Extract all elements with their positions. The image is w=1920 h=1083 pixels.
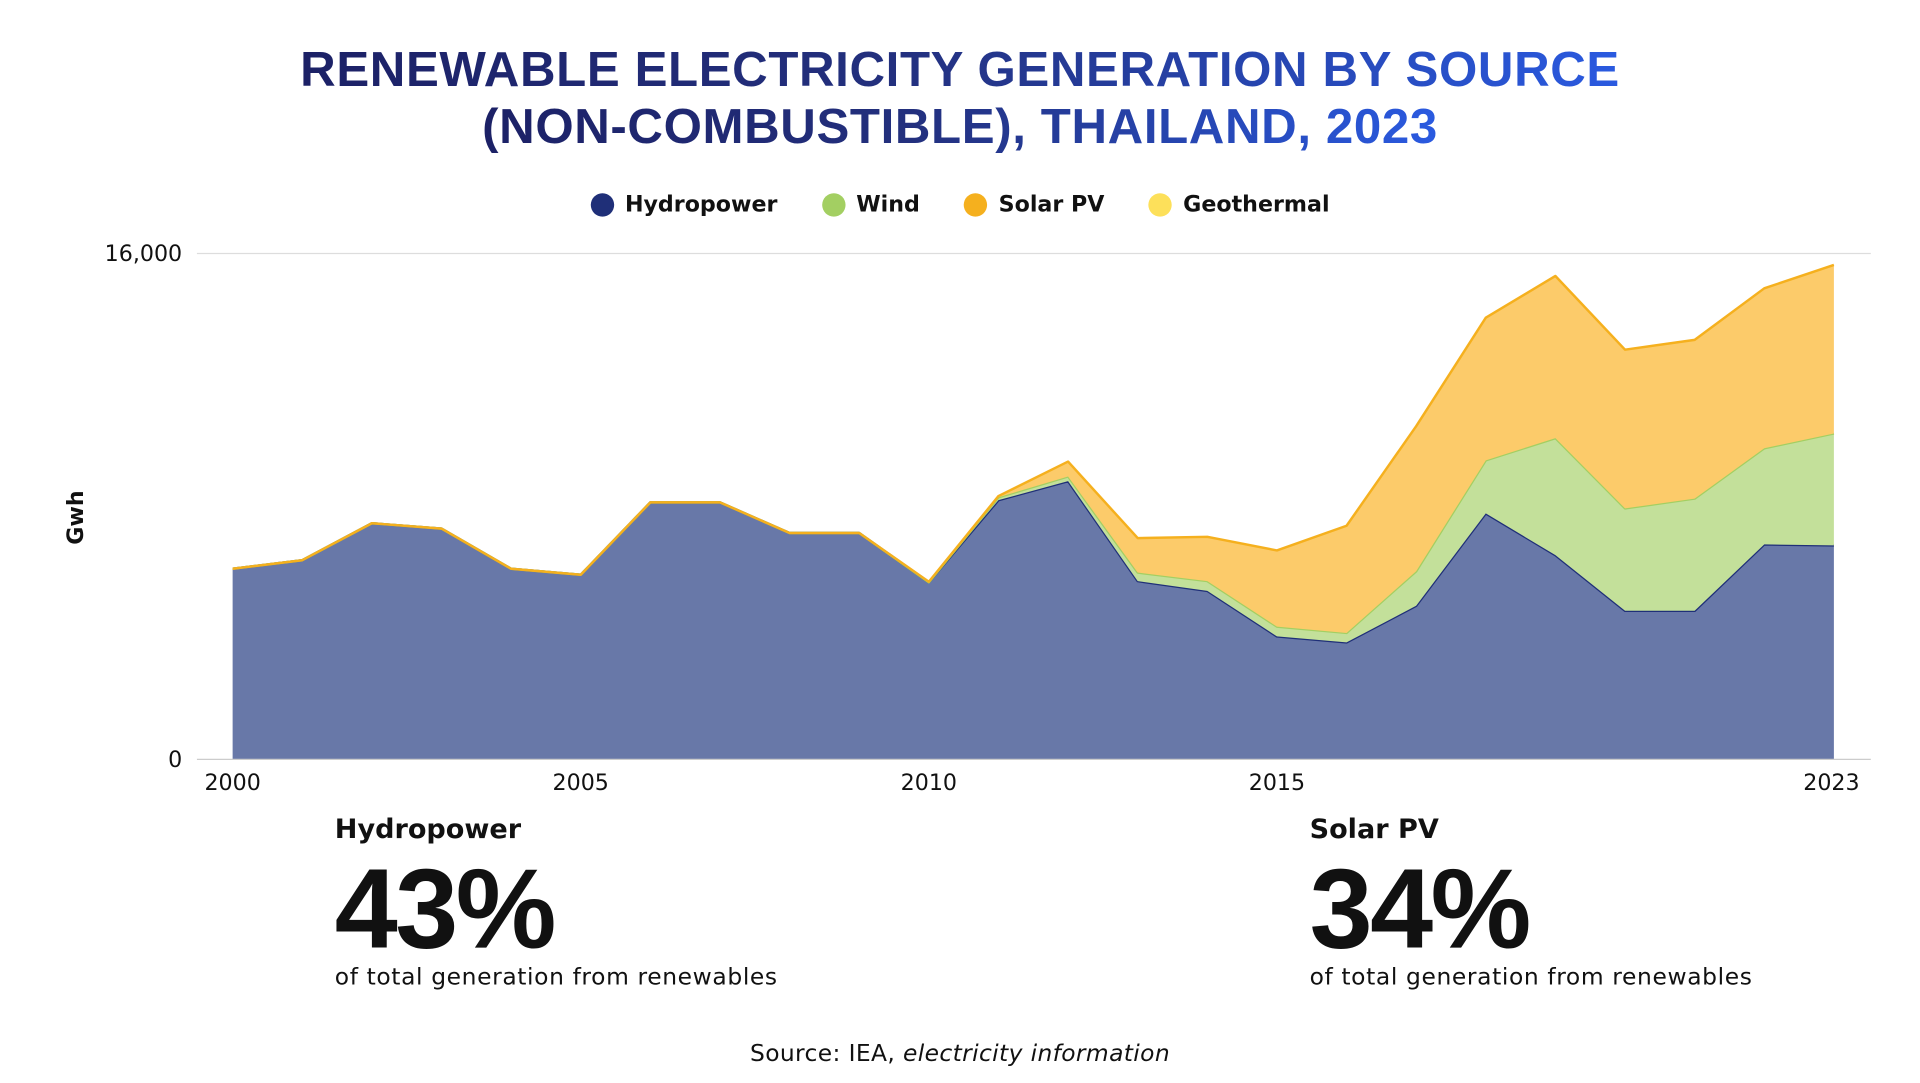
legend-item-solar: Solar PV bbox=[964, 192, 1104, 218]
title-line-2: (NON-COMBUSTIBLE), THAILAND, 2023 bbox=[482, 99, 1438, 154]
stat-caption: of total generation from renewables bbox=[334, 963, 778, 991]
legend-swatch bbox=[590, 193, 614, 217]
source-title: electricity information bbox=[902, 1040, 1171, 1068]
x-tick-label: 2015 bbox=[1249, 770, 1305, 796]
area-hydropower bbox=[232, 481, 1834, 760]
area-solar-pv bbox=[232, 264, 1834, 633]
x-tick-label: 2010 bbox=[901, 770, 957, 796]
stat-label: Hydropower bbox=[334, 814, 522, 846]
stat-value: 34% bbox=[1309, 846, 1532, 973]
legend: Hydropower Wind Solar PV Geothermal bbox=[0, 192, 1920, 218]
y-tick-label: 16,000 bbox=[105, 241, 182, 267]
title-line-1: RENEWABLE ELECTRICITY GENERATION BY SOUR… bbox=[300, 43, 1620, 98]
legend-item-wind: Wind bbox=[821, 192, 920, 218]
y-tick-label: 0 bbox=[168, 747, 182, 773]
chart-title: RENEWABLE ELECTRICITY GENERATION BY SOUR… bbox=[0, 42, 1920, 155]
stat-solar: Solar PV 34% of total generation from re… bbox=[1310, 815, 1753, 991]
x-tick-label: 2023 bbox=[1803, 770, 1859, 796]
legend-item-hydropower: Hydropower bbox=[590, 192, 777, 218]
stat-label: Solar PV bbox=[1309, 814, 1439, 846]
legend-swatch bbox=[964, 193, 988, 217]
source-note: Source: IEA, electricity information bbox=[0, 1040, 1920, 1067]
stat-caption: of total generation from renewables bbox=[1309, 963, 1753, 991]
stat-value: 43% bbox=[334, 846, 557, 973]
legend-label: Wind bbox=[856, 192, 920, 218]
x-tick-label: 2005 bbox=[553, 770, 609, 796]
x-tick-label: 2000 bbox=[204, 770, 260, 796]
legend-label: Solar PV bbox=[998, 192, 1105, 218]
legend-label: Hydropower bbox=[624, 192, 778, 218]
source-prefix: Source: IEA, bbox=[749, 1040, 903, 1068]
legend-item-geothermal: Geothermal bbox=[1148, 192, 1330, 218]
legend-label: Geothermal bbox=[1183, 192, 1330, 218]
stat-hydropower: Hydropower 43% of total generation from … bbox=[335, 815, 778, 991]
legend-swatch bbox=[1148, 193, 1173, 217]
legend-swatch bbox=[821, 193, 846, 217]
